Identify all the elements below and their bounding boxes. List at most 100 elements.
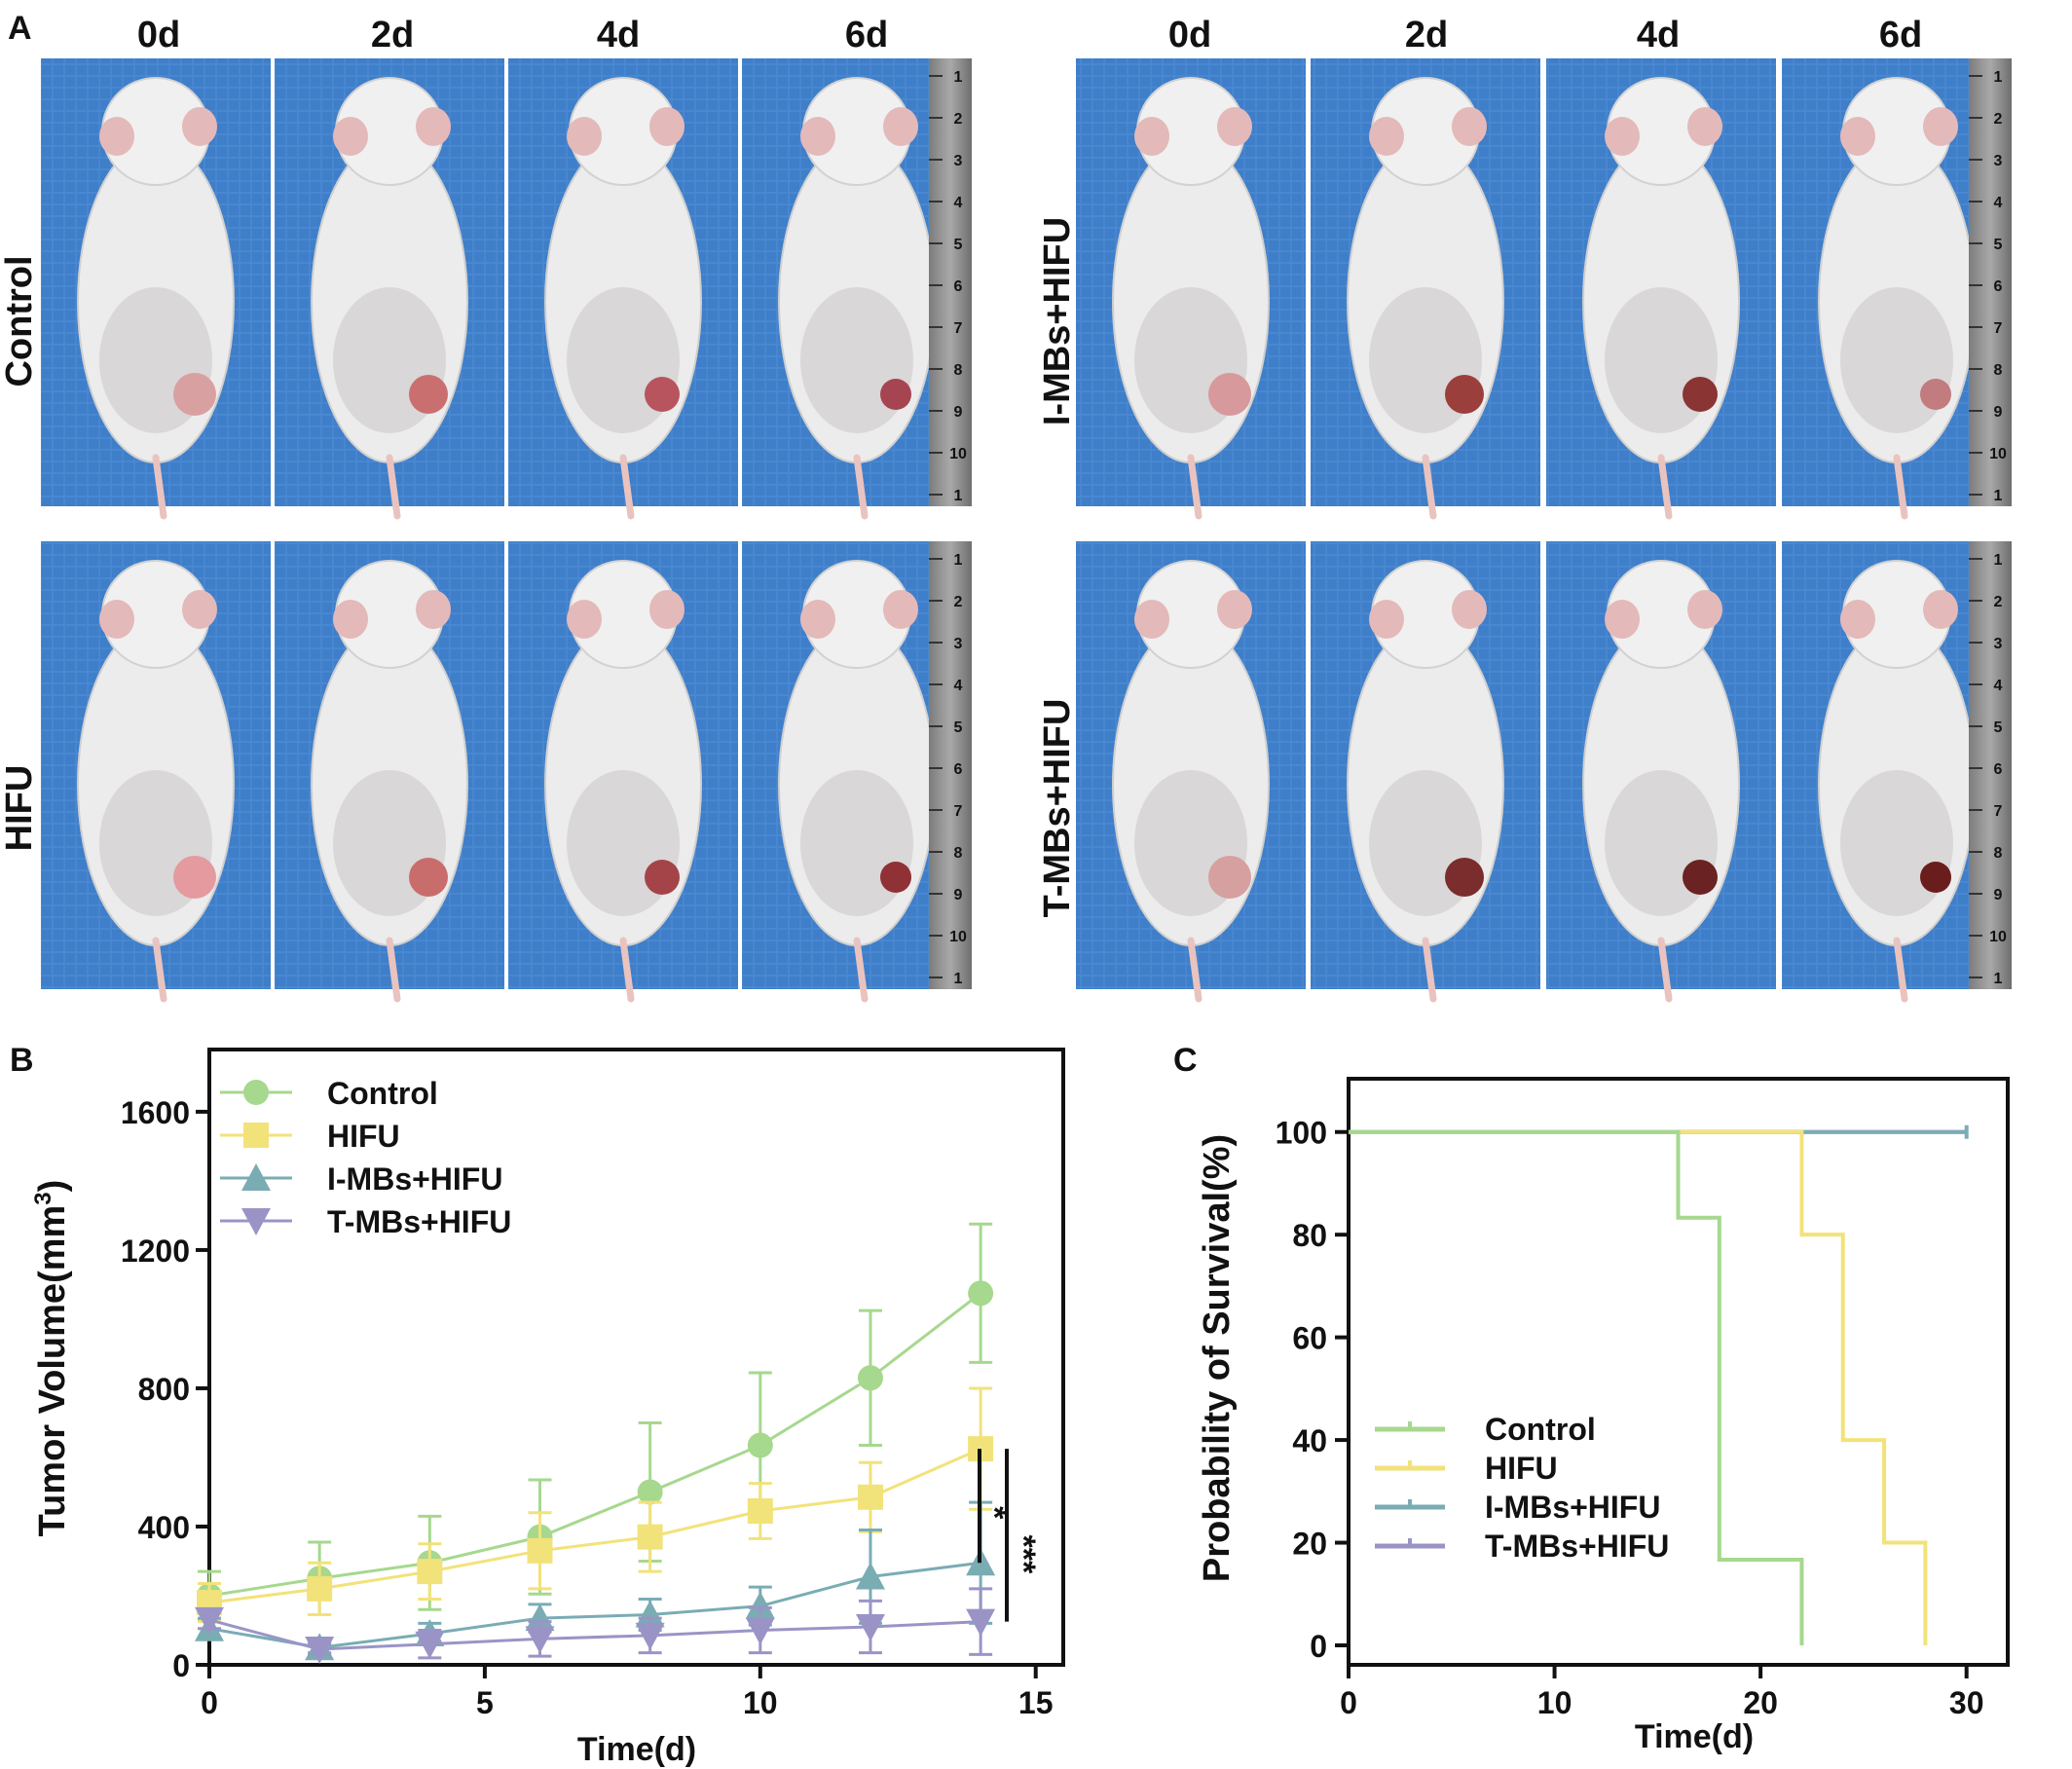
ruler	[929, 541, 972, 989]
mouse-tail	[853, 454, 869, 520]
series-T-MBs+HIFU	[195, 1587, 996, 1665]
chart-b-ylabel-superscript: 3	[30, 1192, 56, 1204]
ruler-tick-label: 9	[1994, 887, 2003, 903]
x-tick-label: 10	[743, 1685, 778, 1720]
ruler	[929, 58, 972, 506]
ruler-tick-label: 9	[954, 887, 963, 903]
ruler-tick-label: 1	[954, 488, 963, 504]
mouse-ear	[1134, 117, 1169, 156]
day-header-left-0: 0d	[137, 15, 180, 55]
mouse-tail	[1893, 454, 1908, 520]
ruler-tick-label: 5	[1994, 237, 2003, 253]
tumor	[645, 860, 680, 895]
mouse-ear	[1840, 600, 1875, 639]
ruler-tick-label: 4	[954, 195, 963, 211]
mouse-tail	[152, 454, 167, 520]
chart-b-ylabel: Tumor Volume(mm3)	[30, 1180, 73, 1537]
data-point	[525, 1626, 555, 1654]
shaved-area	[1840, 770, 1953, 916]
ruler-tick-label: 5	[954, 719, 963, 736]
series-line	[208, 1618, 981, 1651]
day-header-right-3: 6d	[1879, 15, 1922, 55]
y-tick-label: 0	[1310, 1629, 1327, 1664]
ruler-tick-label: 6	[954, 761, 963, 778]
ruler-tick-label: 7	[954, 803, 963, 820]
data-point	[527, 1537, 553, 1564]
day-header-left-1: 2d	[371, 15, 414, 55]
panel-a: A 0d 2d 4d 6d 0d 2d 4d 6d Control HIFU I…	[0, 10, 2012, 1003]
ruler-tick-label: 1	[1994, 488, 2003, 504]
ruler-tick-label: 4	[954, 678, 963, 694]
mouse-ear	[333, 600, 368, 639]
day-header-right-2: 4d	[1637, 15, 1680, 55]
mouse-ear	[1452, 590, 1487, 629]
ruler-tick-label: 7	[1994, 320, 2003, 337]
mouse-tail	[386, 937, 401, 1003]
shaved-area	[800, 287, 913, 433]
data-point	[417, 1559, 443, 1585]
mouse-ear	[182, 590, 217, 629]
ruler-tick-label: 5	[954, 237, 963, 253]
x-tick-label: 0	[201, 1685, 218, 1720]
data-point	[855, 1562, 885, 1590]
y-tick-label: 400	[138, 1510, 190, 1545]
tumor	[409, 375, 448, 414]
mouse-ear	[99, 600, 134, 639]
row-label-i-mbs-hifu: I-MBs+HIFU	[1037, 217, 1078, 425]
tumor	[1445, 858, 1484, 897]
mouse-ear	[1452, 107, 1487, 146]
ruler-tick-label: 3	[954, 153, 963, 169]
data-point	[747, 1498, 773, 1524]
survival-curve-HIFU	[1349, 1129, 1928, 1645]
ruler-tick-label: 9	[1994, 404, 2003, 421]
tumor	[1683, 377, 1718, 412]
mouse-tail	[1422, 937, 1437, 1003]
legend-label: T-MBs+HIFU	[1485, 1529, 1669, 1564]
ruler-tick-label: 1	[1994, 69, 2003, 86]
ruler-tick-label: 4	[1994, 195, 2003, 211]
data-point	[305, 1637, 335, 1665]
legend-label: I-MBs+HIFU	[1485, 1490, 1660, 1525]
mouse-ear	[567, 600, 602, 639]
data-point	[747, 1432, 773, 1458]
shaved-area	[1840, 287, 1953, 433]
series-HIFU	[197, 1386, 994, 1624]
data-point	[637, 1479, 663, 1505]
panel-b-label: B	[10, 1042, 34, 1079]
mouse-ear	[1605, 117, 1640, 156]
ruler-tick-label: 1	[954, 552, 963, 569]
legend-marker	[241, 1163, 271, 1191]
tumor	[880, 379, 911, 410]
ruler-tick-label: 1	[1994, 552, 2003, 569]
panel-a-label: A	[8, 10, 32, 47]
ruler-tick-label: 9	[954, 404, 963, 421]
chart-b-xlabel: Time(d)	[577, 1731, 696, 1768]
legend-marker	[241, 1208, 271, 1235]
mouse-ear	[883, 107, 918, 146]
tumor	[1445, 375, 1484, 414]
mouse-ear	[1687, 107, 1722, 146]
shaved-area	[800, 770, 913, 916]
legend-label: HIFU	[327, 1119, 400, 1154]
mouse-ear	[567, 117, 602, 156]
legend-label: I-MBs+HIFU	[327, 1161, 502, 1197]
ruler-tick-label: 6	[1994, 278, 2003, 295]
x-tick-label: 10	[1537, 1685, 1572, 1720]
tumor	[173, 373, 216, 416]
day-header-left-3: 6d	[845, 15, 888, 55]
legend-label: Control	[1485, 1412, 1596, 1447]
mouse-ear	[1369, 600, 1404, 639]
chart-b-marks: 0 400 800 1200 1600 0 5 10 15 Control HIFU I-MBs+HI…	[121, 1076, 1054, 1720]
y-tick-label: 1600	[121, 1095, 190, 1130]
x-tick-label: 30	[1949, 1685, 1984, 1720]
mouse-tail	[1187, 454, 1202, 520]
data-point	[857, 1365, 883, 1391]
ruler-tick-label: 1	[1994, 971, 2003, 987]
x-tick-label: 0	[1340, 1685, 1357, 1720]
ruler-tick-label: 10	[1989, 446, 2007, 462]
data-point	[745, 1617, 775, 1645]
mouse-tail	[853, 937, 869, 1003]
data-point	[635, 1600, 665, 1628]
tumor	[409, 858, 448, 897]
